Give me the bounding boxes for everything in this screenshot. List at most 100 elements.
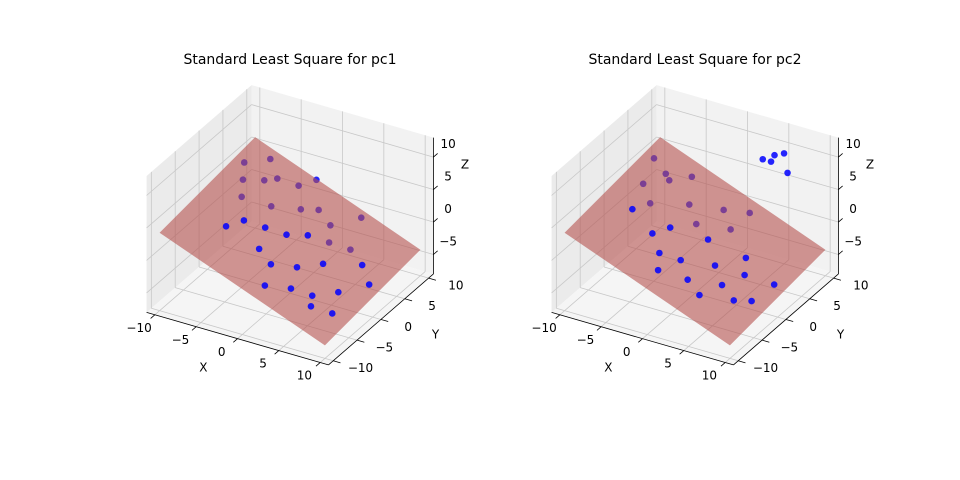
data-point (267, 260, 275, 268)
data-point (649, 230, 656, 237)
fitted-plane (159, 137, 421, 346)
y-tick-label: 10 (448, 278, 463, 292)
tick-mark (555, 314, 561, 319)
data-point (666, 224, 674, 231)
x-tick-label: −10 (531, 321, 556, 335)
tick-mark (233, 338, 238, 343)
tick-mark (428, 277, 437, 281)
axis-line (733, 273, 839, 366)
x-tick-label: 10 (702, 369, 717, 383)
data-point (287, 285, 295, 292)
data-point (307, 303, 315, 310)
subplot: Standard Least Square for pc1−10−50510−1… (126, 52, 469, 383)
data-point (304, 232, 312, 239)
z-axis-label: Z (461, 157, 469, 171)
y-tick-label: −10 (753, 361, 778, 375)
tick-mark (833, 277, 842, 281)
x-tick-label: 0 (623, 345, 631, 359)
tick-mark (433, 185, 438, 190)
data-point (358, 261, 366, 269)
tick-mark (333, 360, 341, 364)
y-axis-label: Y (836, 328, 845, 342)
x-tick-label: −5 (172, 333, 190, 347)
data-point (319, 260, 327, 268)
x-tick-label: −10 (126, 321, 151, 335)
y-tick-label: 0 (809, 320, 817, 334)
data-point (677, 256, 684, 264)
data-point (261, 224, 269, 231)
data-point (770, 281, 778, 288)
axis-line (328, 273, 434, 366)
data-point (365, 281, 373, 288)
data-point (629, 205, 636, 213)
y-tick-label: −10 (348, 361, 373, 375)
z-tick-label: 10 (845, 137, 860, 151)
tick-mark (433, 250, 438, 255)
data-point (240, 217, 248, 224)
y-axis-label: Y (431, 328, 440, 342)
grid-line (151, 307, 334, 362)
tick-mark (380, 319, 389, 322)
x-axis-label: X (199, 361, 207, 375)
grid-line (656, 136, 839, 190)
grid-line (656, 104, 839, 158)
data-point (780, 150, 788, 157)
tick-mark (785, 319, 794, 322)
data-point (711, 262, 719, 269)
grid-line (251, 104, 434, 158)
axis-line (146, 312, 329, 366)
x-tick-label: 10 (297, 369, 312, 383)
grid-line (251, 136, 434, 190)
data-point (293, 263, 301, 271)
tick-mark (638, 338, 643, 343)
data-point (759, 155, 767, 163)
x-axis-label: X (604, 361, 612, 375)
z-tick-label: 10 (440, 137, 455, 151)
data-point (283, 231, 290, 239)
y-tick-label: −5 (375, 340, 393, 354)
grid-line (146, 136, 252, 229)
tick-mark (596, 326, 602, 331)
axis-line (551, 312, 734, 366)
tick-mark (838, 250, 843, 255)
data-point (742, 254, 750, 262)
data-point (684, 276, 691, 283)
data-point (335, 288, 342, 296)
x-tick-label: 5 (259, 357, 267, 371)
tick-mark (838, 153, 843, 158)
tick-mark (274, 350, 280, 355)
y-tick-label: 10 (853, 278, 868, 292)
z-tick-label: −5 (844, 234, 862, 248)
data-point (771, 151, 778, 159)
tick-mark (150, 314, 156, 319)
data-point (255, 245, 263, 253)
z-tick-label: −5 (439, 234, 457, 248)
subplot-title: Standard Least Square for pc1 (183, 52, 396, 68)
tick-mark (191, 326, 197, 331)
z-tick-label: 5 (849, 169, 857, 183)
grid-line (556, 307, 739, 362)
x-tick-label: 5 (664, 357, 672, 371)
data-point (741, 271, 748, 279)
data-point (654, 266, 662, 274)
data-point (748, 297, 755, 305)
tick-mark (404, 298, 413, 302)
y-tick-label: −5 (780, 340, 798, 354)
grid-line (551, 104, 657, 196)
y-tick-label: 5 (428, 299, 436, 313)
tick-mark (838, 185, 843, 190)
data-point (704, 236, 712, 243)
grid-line (551, 136, 657, 229)
data-point (261, 282, 269, 289)
data-point (656, 249, 663, 257)
tick-mark (761, 339, 770, 343)
tick-mark (838, 218, 843, 223)
grid-line (146, 104, 252, 196)
data-point (767, 158, 775, 165)
data-point (730, 297, 738, 304)
x-tick-label: 0 (218, 345, 226, 359)
y-tick-label: 0 (404, 320, 412, 334)
tick-mark (356, 339, 365, 343)
tick-mark (679, 350, 685, 355)
tick-mark (433, 218, 438, 223)
